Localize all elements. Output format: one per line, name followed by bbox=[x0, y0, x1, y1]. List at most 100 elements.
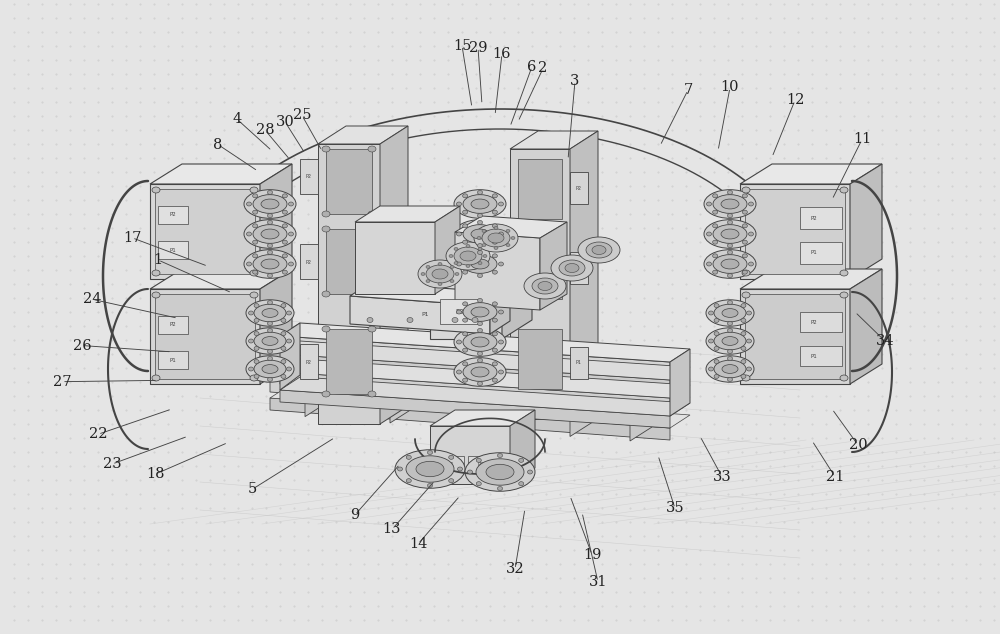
Polygon shape bbox=[745, 189, 845, 274]
Polygon shape bbox=[430, 426, 510, 484]
Ellipse shape bbox=[492, 332, 497, 336]
Polygon shape bbox=[570, 353, 592, 436]
Polygon shape bbox=[355, 206, 460, 222]
Polygon shape bbox=[326, 149, 372, 214]
Ellipse shape bbox=[706, 356, 754, 382]
Polygon shape bbox=[518, 159, 562, 219]
Ellipse shape bbox=[498, 340, 504, 344]
Text: 24: 24 bbox=[83, 292, 101, 306]
Ellipse shape bbox=[463, 195, 497, 214]
Text: P1: P1 bbox=[811, 354, 817, 358]
Ellipse shape bbox=[742, 224, 747, 228]
Ellipse shape bbox=[281, 346, 286, 351]
Ellipse shape bbox=[741, 318, 746, 323]
Ellipse shape bbox=[152, 270, 160, 276]
Ellipse shape bbox=[463, 240, 468, 244]
Text: P3: P3 bbox=[456, 309, 464, 315]
Polygon shape bbox=[158, 316, 188, 334]
Ellipse shape bbox=[728, 328, 732, 333]
Ellipse shape bbox=[456, 202, 462, 206]
Ellipse shape bbox=[268, 273, 272, 278]
Polygon shape bbox=[300, 244, 318, 279]
Ellipse shape bbox=[438, 262, 442, 266]
Text: 26: 26 bbox=[73, 339, 91, 353]
Ellipse shape bbox=[478, 351, 482, 356]
Text: 22: 22 bbox=[89, 427, 107, 441]
Ellipse shape bbox=[706, 300, 754, 327]
Ellipse shape bbox=[454, 262, 458, 264]
Ellipse shape bbox=[721, 229, 739, 239]
Ellipse shape bbox=[478, 214, 482, 217]
Text: P2: P2 bbox=[306, 259, 312, 264]
Ellipse shape bbox=[253, 224, 287, 243]
Ellipse shape bbox=[322, 226, 330, 232]
Ellipse shape bbox=[254, 375, 259, 378]
Ellipse shape bbox=[368, 211, 376, 217]
Polygon shape bbox=[280, 336, 670, 376]
Ellipse shape bbox=[471, 199, 489, 209]
Ellipse shape bbox=[246, 356, 294, 382]
Ellipse shape bbox=[728, 377, 732, 382]
Ellipse shape bbox=[426, 280, 430, 283]
Ellipse shape bbox=[254, 332, 286, 350]
Ellipse shape bbox=[721, 199, 739, 209]
Ellipse shape bbox=[742, 210, 747, 214]
Polygon shape bbox=[150, 289, 260, 384]
Ellipse shape bbox=[253, 224, 258, 228]
Polygon shape bbox=[260, 164, 292, 279]
Ellipse shape bbox=[482, 229, 510, 247]
Ellipse shape bbox=[395, 450, 465, 488]
Ellipse shape bbox=[713, 210, 718, 214]
Ellipse shape bbox=[578, 237, 620, 263]
Polygon shape bbox=[305, 333, 327, 417]
Ellipse shape bbox=[246, 202, 252, 206]
Ellipse shape bbox=[741, 332, 746, 335]
Ellipse shape bbox=[476, 459, 524, 485]
Ellipse shape bbox=[538, 281, 552, 290]
Ellipse shape bbox=[282, 210, 287, 214]
Ellipse shape bbox=[463, 363, 497, 381]
Ellipse shape bbox=[728, 321, 732, 325]
Text: 29: 29 bbox=[469, 41, 487, 55]
Polygon shape bbox=[850, 164, 882, 279]
Ellipse shape bbox=[250, 270, 258, 276]
Text: 1: 1 bbox=[153, 253, 163, 267]
Ellipse shape bbox=[741, 304, 746, 307]
Ellipse shape bbox=[748, 232, 754, 236]
Ellipse shape bbox=[714, 304, 746, 322]
Text: 32: 32 bbox=[506, 562, 524, 576]
Ellipse shape bbox=[704, 190, 756, 218]
Ellipse shape bbox=[483, 254, 487, 257]
Ellipse shape bbox=[281, 304, 286, 307]
Ellipse shape bbox=[454, 190, 506, 218]
Ellipse shape bbox=[713, 224, 747, 243]
Ellipse shape bbox=[840, 292, 848, 298]
Polygon shape bbox=[318, 144, 380, 424]
Ellipse shape bbox=[478, 328, 482, 332]
Ellipse shape bbox=[456, 262, 462, 266]
Ellipse shape bbox=[742, 240, 747, 244]
Ellipse shape bbox=[492, 362, 497, 366]
Ellipse shape bbox=[268, 214, 272, 217]
Ellipse shape bbox=[426, 266, 430, 268]
Ellipse shape bbox=[742, 375, 750, 381]
Ellipse shape bbox=[728, 190, 732, 195]
Polygon shape bbox=[740, 289, 850, 384]
Ellipse shape bbox=[498, 370, 504, 374]
Ellipse shape bbox=[253, 255, 287, 273]
Ellipse shape bbox=[704, 220, 756, 249]
Ellipse shape bbox=[706, 262, 712, 266]
Ellipse shape bbox=[474, 224, 518, 252]
Ellipse shape bbox=[282, 224, 287, 228]
Ellipse shape bbox=[840, 187, 848, 193]
Ellipse shape bbox=[246, 262, 252, 266]
Ellipse shape bbox=[456, 370, 462, 374]
Ellipse shape bbox=[468, 470, 473, 474]
Ellipse shape bbox=[708, 367, 714, 371]
Ellipse shape bbox=[478, 273, 482, 278]
Ellipse shape bbox=[476, 458, 481, 462]
Ellipse shape bbox=[498, 232, 504, 236]
Ellipse shape bbox=[253, 270, 258, 274]
Ellipse shape bbox=[492, 240, 497, 244]
Ellipse shape bbox=[322, 291, 330, 297]
